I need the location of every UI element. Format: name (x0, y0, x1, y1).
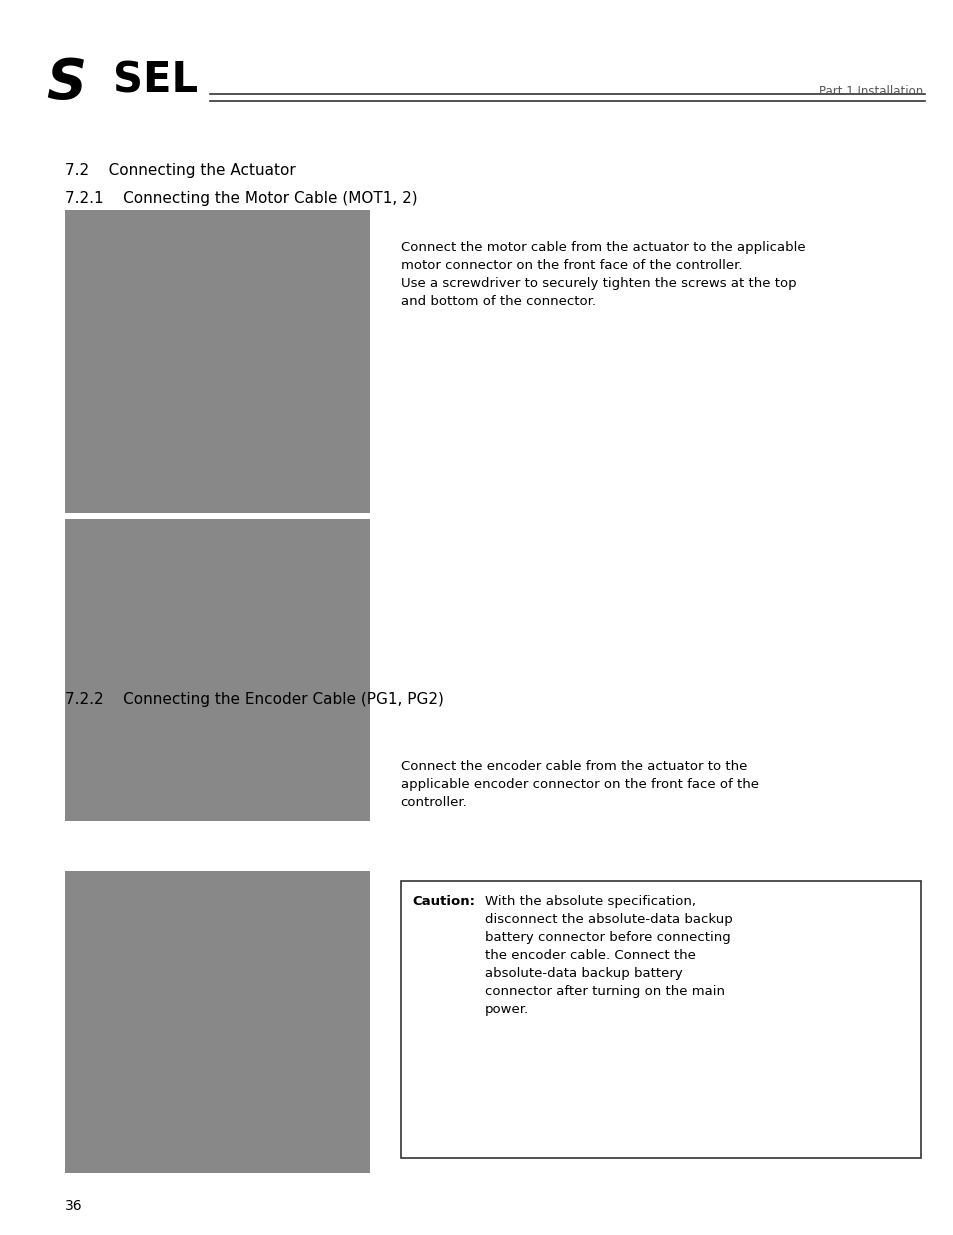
Text: Connect the encoder cable from the actuator to the
applicable encoder connector : Connect the encoder cable from the actua… (400, 760, 758, 809)
Text: Connect the motor cable from the actuator to the applicable
motor connector on t: Connect the motor cable from the actuato… (400, 241, 804, 308)
Bar (65, 871, 370, 1173)
Text: 36: 36 (65, 1199, 82, 1213)
Text: 7.2    Connecting the Actuator: 7.2 Connecting the Actuator (65, 163, 295, 178)
Bar (400, 881, 920, 1158)
Text: SEL: SEL (112, 59, 197, 101)
Text: 7.2.2    Connecting the Encoder Cable (PG1, PG2): 7.2.2 Connecting the Encoder Cable (PG1,… (65, 692, 443, 706)
Text: Caution:: Caution: (412, 895, 475, 909)
Bar (65, 519, 370, 821)
Text: S: S (46, 56, 86, 110)
Bar (65, 210, 370, 513)
Text: 7.2.1    Connecting the Motor Cable (MOT1, 2): 7.2.1 Connecting the Motor Cable (MOT1, … (65, 191, 417, 206)
Text: Part 1 Installation: Part 1 Installation (819, 84, 923, 98)
Text: With the absolute specification,
disconnect the absolute-data backup
battery con: With the absolute specification, disconn… (484, 895, 732, 1016)
